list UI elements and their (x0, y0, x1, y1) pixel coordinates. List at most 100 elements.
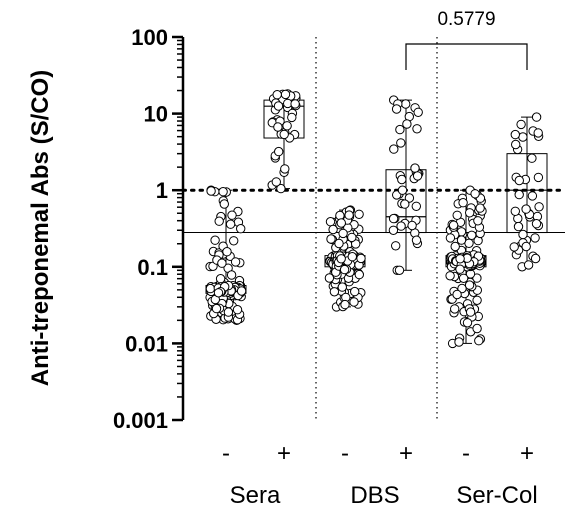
data-point (394, 265, 405, 275)
data-point (391, 241, 401, 251)
data-point (450, 241, 460, 252)
data-point (335, 210, 345, 221)
data-point (533, 172, 544, 183)
data-point (531, 112, 542, 122)
data-point (236, 224, 246, 234)
data-point (225, 219, 236, 229)
data-point (455, 254, 465, 264)
data-point (395, 124, 405, 135)
p-value-label: 0.5779 (437, 9, 495, 30)
comparison-bracket: 0.5779 (405, 9, 528, 70)
data-point (401, 99, 411, 109)
data-point (534, 202, 544, 212)
data-point (210, 235, 220, 245)
y-tick-label: 1 (156, 178, 168, 203)
data-point (222, 247, 232, 257)
group-separators (315, 37, 438, 420)
data-point (473, 216, 483, 226)
data-point (325, 217, 336, 227)
comparison-bracket-line (405, 43, 528, 70)
reference-lines (181, 188, 565, 234)
data-point (273, 122, 283, 132)
data-point (280, 164, 290, 174)
y-tick-label: 10 (144, 102, 168, 127)
data-point (458, 198, 468, 208)
x-tick-label: + (520, 440, 534, 467)
y-axis: 100 10 1 0.1 0.01 0.001 (113, 25, 185, 433)
data-point (530, 233, 540, 243)
data-point (229, 236, 239, 246)
data-point (454, 337, 464, 347)
data-point (462, 318, 473, 328)
data-point (474, 336, 484, 346)
y-axis-label: Anti-treponemal Abs (S/CO) (27, 70, 54, 386)
data-point (339, 264, 350, 275)
data-point (329, 287, 340, 297)
data-point (217, 258, 227, 268)
data-point (272, 90, 282, 100)
data-point (523, 260, 534, 270)
data-point (510, 129, 520, 140)
data-point (413, 107, 423, 118)
data-point (514, 189, 524, 200)
data-point (354, 209, 364, 220)
data-point (510, 206, 520, 217)
data-point (527, 191, 538, 201)
data-point (410, 163, 420, 173)
data-point (531, 219, 542, 229)
data-point (214, 216, 224, 226)
data-point (530, 253, 541, 264)
y-tick-label: 0.001 (113, 408, 168, 433)
x-tick-label: - (341, 440, 349, 467)
data-point (388, 225, 399, 236)
data-point (347, 232, 357, 243)
y-tick-label: 0.1 (137, 255, 168, 280)
data-point (464, 280, 475, 290)
data-point (279, 129, 289, 140)
y-tick-label: 0.01 (125, 331, 168, 356)
data-point (514, 175, 524, 186)
data-point (456, 235, 467, 245)
data-point (337, 282, 347, 292)
data-point (271, 177, 281, 187)
data-point (356, 253, 366, 264)
data-point (452, 210, 462, 221)
data-point (412, 171, 423, 181)
data-point (397, 185, 408, 195)
data-point (521, 204, 531, 214)
data-point (226, 270, 237, 280)
data-point (465, 307, 476, 317)
data-point (411, 235, 422, 245)
data-point (470, 189, 480, 199)
data-point (211, 303, 222, 314)
data-point (338, 228, 348, 239)
data-point (230, 257, 241, 267)
group-label: Ser-Col (456, 482, 537, 509)
data-point (455, 264, 465, 274)
data-point (472, 273, 482, 283)
data-point (206, 186, 216, 196)
data-point (509, 242, 519, 252)
data-point (445, 271, 455, 281)
data-point (347, 252, 357, 262)
data-point (336, 254, 346, 264)
data-point (396, 221, 406, 231)
data-point (273, 101, 284, 111)
data-point (475, 203, 485, 213)
data-point (354, 269, 364, 280)
data-point (340, 299, 350, 310)
data-point (280, 89, 291, 100)
data-point (227, 210, 237, 220)
data-point (397, 174, 407, 185)
data-point (404, 193, 415, 203)
data-point (457, 283, 467, 294)
x-tick-label: - (462, 440, 470, 467)
data-point (213, 288, 224, 298)
group-label: DBS (350, 482, 399, 509)
data-point (518, 229, 528, 240)
x-axis-labels: - + - + - + Sera DBS Ser-Col (222, 440, 538, 509)
data-point (215, 274, 226, 284)
data-point (336, 218, 346, 228)
data-point (232, 305, 243, 315)
data-point (513, 221, 524, 232)
